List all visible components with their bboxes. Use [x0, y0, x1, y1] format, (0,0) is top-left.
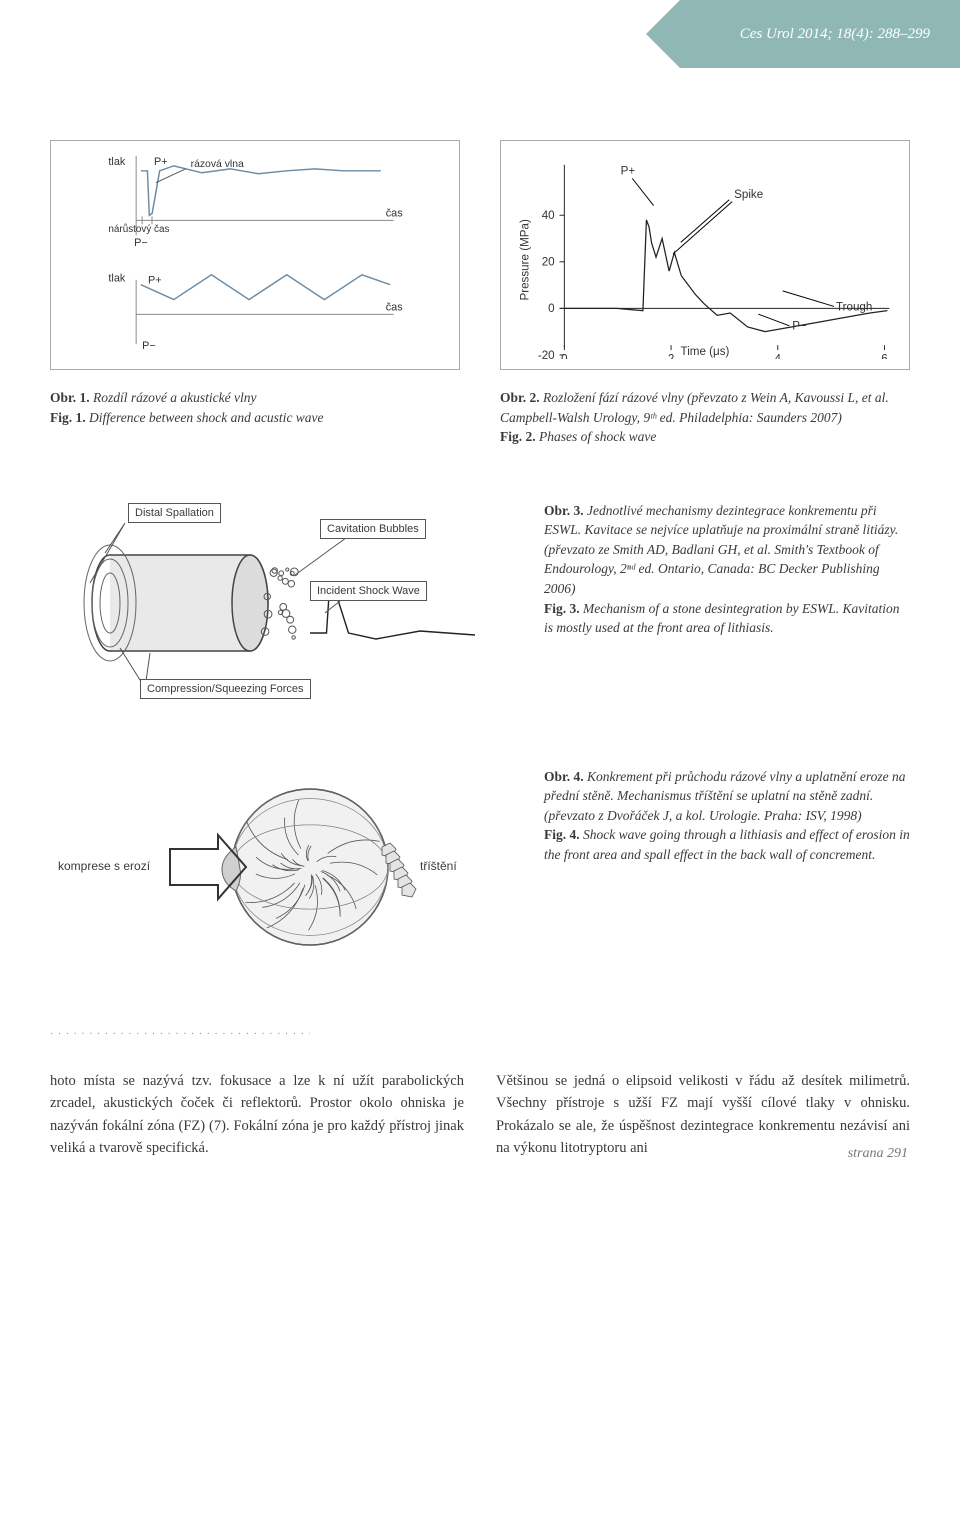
figure-1: tlak čas P+ P− rázová vlna nárůstový čas tlak č… [50, 140, 460, 447]
fig3-cz: Jednotlivé mechanismy dezintegrace konkr… [544, 503, 898, 596]
fig3-label-cavitation: Cavitation Bubbles [320, 519, 426, 539]
fig2-cz: Rozložení fází rázové vlny (převzato z W… [500, 390, 889, 425]
fig3-label-incident: Incident Shock Wave [310, 581, 427, 601]
svg-text:čas: čas [386, 301, 403, 313]
svg-text:40: 40 [542, 209, 555, 222]
fig4-cz: Konkrement při průchodu rázové vlny a up… [544, 769, 905, 823]
fig4-label-left: komprese s erozí [58, 859, 150, 873]
figure-2-panel: -20 0 20 40 0 2 4 6 Pressure (MPa) Time (μs) P+ Spi… [500, 140, 910, 370]
figure-row-1-2: tlak čas P+ P− rázová vlna nárůstový čas tlak č… [50, 140, 910, 447]
fig1-fig: Fig. 1. [50, 410, 86, 425]
fig3-label-spallation: Distal Spallation [128, 503, 221, 523]
fig1-obr: Obr. 1. [50, 390, 90, 405]
svg-text:nárůstový čas: nárůstový čas [108, 224, 169, 235]
svg-text:P−: P− [792, 320, 807, 333]
svg-text:P+: P+ [154, 156, 168, 168]
fig3-obr: Obr. 3. [544, 503, 584, 518]
figure-4-panel: komprese s erozí tříštění [50, 749, 510, 979]
fig2-fig: Fig. 2. [500, 429, 536, 444]
svg-text:2: 2 [668, 353, 674, 359]
svg-text:P+: P+ [148, 275, 162, 287]
figure-4-caption: Obr. 4. Konkrement při průchodu rázové v… [544, 767, 910, 865]
svg-text:Spike: Spike [734, 188, 763, 201]
figure-4-row: komprese s erozí tříštění Obr. 4. Konkre… [50, 749, 910, 979]
fig3-label-compression: Compression/Squeezing Forces [140, 679, 311, 699]
figure-1-panel: tlak čas P+ P− rázová vlna nárůstový čas tlak č… [50, 140, 460, 370]
fig2-obr: Obr. 2. [500, 390, 540, 405]
svg-text:Time (μs): Time (μs) [681, 345, 730, 358]
fig4-en: Shock wave going through a lithiasis and… [544, 827, 910, 862]
svg-text:20: 20 [542, 256, 555, 269]
svg-text:0: 0 [548, 302, 555, 315]
body-col-1: hoto místa se nazývá tzv. fokusace a lze… [50, 1070, 464, 1160]
journal-ref: Ces Urol 2014; 18(4): 288–299 [740, 26, 930, 43]
svg-text:P+: P+ [621, 164, 636, 177]
fig2-en: Phases of shock wave [539, 429, 656, 444]
svg-text:rázová vlna: rázová vlna [191, 159, 244, 170]
figure-2-caption: Obr. 2. Rozložení fází rázové vlny (přev… [500, 388, 910, 447]
fig3-fig: Fig. 3. [544, 601, 580, 616]
figure-3-row: Distal Spallation Cavitation Bubbles Inc… [50, 483, 910, 713]
svg-text:čas: čas [386, 207, 403, 219]
journal-header: Ces Urol 2014; 18(4): 288–299 [680, 0, 960, 68]
svg-text:Trough: Trough [836, 300, 872, 313]
fig4-label-right: tříštění [420, 859, 457, 873]
svg-text:6: 6 [881, 353, 887, 359]
fig4-fig: Fig. 4. [544, 827, 580, 842]
figure-3-panel: Distal Spallation Cavitation Bubbles Inc… [50, 483, 510, 713]
svg-text:tlak: tlak [108, 273, 125, 285]
fig3-en: Mechanism of a stone desintegration by E… [544, 601, 899, 636]
svg-text:P−: P− [134, 237, 148, 249]
svg-text:Pressure (MPa): Pressure (MPa) [518, 219, 531, 301]
fig4-obr: Obr. 4. [544, 769, 584, 784]
figure-3-caption: Obr. 3. Jednotlivé mechanismy dezintegra… [544, 501, 910, 638]
body-text: hoto místa se nazývá tzv. fokusace a lze… [50, 1070, 910, 1160]
figure-2: -20 0 20 40 0 2 4 6 Pressure (MPa) Time (μs) P+ Spi… [500, 140, 910, 447]
figure-1-caption: Obr. 1. Rozdíl rázové a akustické vlny F… [50, 388, 460, 427]
fig1-en: Difference between shock and acustic wav… [89, 410, 324, 425]
page-number: strana 291 [848, 1146, 908, 1162]
svg-text:tlak: tlak [108, 156, 125, 168]
svg-text:P−: P− [142, 340, 156, 352]
separator-dots: · · · · · · · · · · · · · · · · · · · · … [50, 1029, 310, 1040]
fig1-cz: Rozdíl rázové a akustické vlny [93, 390, 256, 405]
svg-text:4: 4 [775, 353, 782, 359]
svg-text:0: 0 [561, 353, 568, 359]
svg-text:-20: -20 [538, 349, 555, 359]
